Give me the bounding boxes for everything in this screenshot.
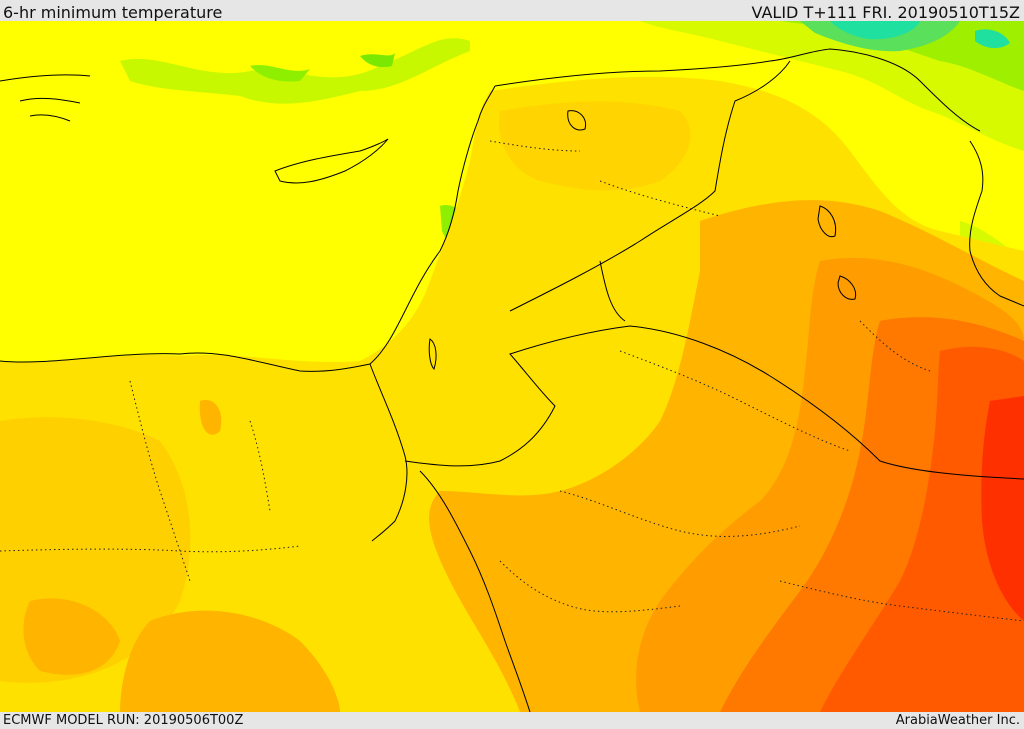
borders <box>0 48 1024 712</box>
map-footer: ECMWF MODEL RUN: 20190506T00Z ArabiaWeat… <box>0 712 1024 729</box>
hot-zone <box>23 200 1024 712</box>
map-header: 6-hr minimum temperature VALID T+111 FRI… <box>0 0 1024 22</box>
valid-time-label: VALID T+111 FRI. 20190510T15Z <box>751 3 1020 22</box>
credit-label: ArabiaWeather Inc. <box>895 713 1020 728</box>
model-run-label: ECMWF MODEL RUN: 20190506T00Z <box>3 713 244 728</box>
temperature-map[interactable] <box>0 21 1024 712</box>
internal-borders <box>0 140 1024 622</box>
map-canvas <box>0 21 1024 712</box>
lakes <box>428 110 857 370</box>
map-title: 6-hr minimum temperature <box>3 3 223 22</box>
